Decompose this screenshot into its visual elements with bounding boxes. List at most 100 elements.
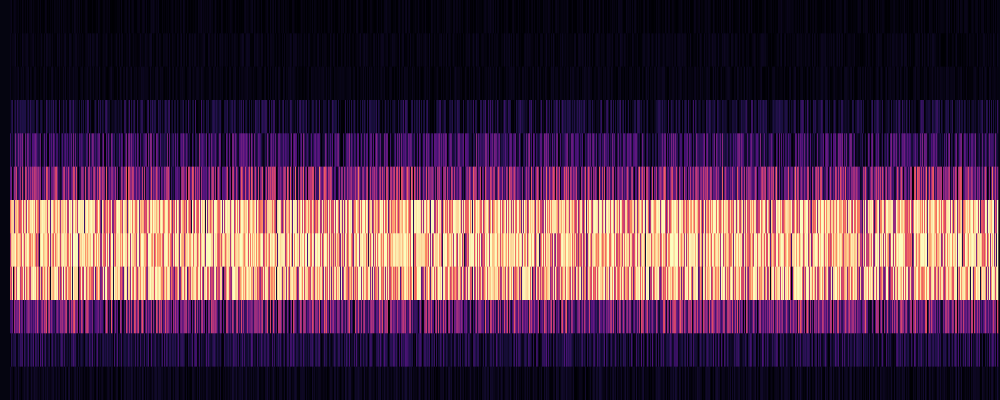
heatmap-cell	[688, 33, 690, 67]
heatmap-cell	[332, 66, 334, 101]
heatmap-cell	[390, 100, 392, 134]
heatmap-cell	[759, 100, 761, 134]
heatmap-cell	[380, 66, 382, 101]
heatmap-cell	[418, 33, 420, 67]
heatmap-cell	[917, 133, 919, 167]
heatmap-cell	[606, 0, 608, 34]
heatmap-cell	[944, 100, 946, 134]
heatmap-cell	[85, 66, 87, 101]
heatmap-cell	[271, 0, 273, 34]
heatmap-cell	[994, 33, 996, 67]
heatmap-cell	[492, 33, 494, 67]
heatmap-cell	[824, 33, 826, 67]
heatmap-cell	[613, 100, 615, 134]
heatmap-cell	[104, 66, 106, 101]
heatmap-cell	[901, 66, 903, 101]
heatmap-cell	[115, 33, 117, 67]
heatmap-cell	[989, 33, 991, 67]
heatmap-cell	[994, 133, 996, 167]
heatmap-cell	[139, 0, 141, 34]
heatmap-cell	[949, 0, 951, 34]
heatmap-cell	[831, 100, 833, 134]
heatmap-cell	[444, 33, 446, 67]
heatmap-cell	[155, 66, 158, 101]
heatmap-cell	[314, 66, 316, 101]
heatmap-cell	[158, 100, 160, 134]
heatmap-cell	[392, 66, 395, 101]
heatmap-cell	[133, 100, 135, 134]
heatmap-cell	[452, 33, 454, 67]
heatmap-cell	[38, 166, 40, 201]
heatmap-cell	[677, 33, 679, 67]
heatmap-cell	[259, 133, 261, 167]
heatmap-cell	[630, 66, 632, 101]
heatmap-cell	[691, 100, 693, 134]
heatmap-cell	[253, 66, 255, 101]
heatmap-cell	[737, 133, 739, 167]
heatmap-cell	[47, 0, 49, 34]
heatmap-cell	[386, 100, 388, 134]
heatmap-cell	[223, 133, 225, 167]
heatmap-cell	[713, 66, 715, 101]
heatmap-cell	[569, 33, 571, 67]
heatmap-cell	[372, 33, 374, 67]
heatmap-cell	[232, 66, 234, 101]
heatmap-cell	[24, 100, 26, 134]
heatmap-cell	[667, 33, 669, 67]
heatmap-cell	[484, 0, 486, 34]
heatmap-cell	[571, 66, 573, 101]
heatmap-cell	[160, 133, 162, 167]
heatmap-cell	[868, 66, 870, 101]
heatmap-cell	[975, 133, 977, 167]
heatmap-cell	[542, 133, 544, 167]
heatmap-cell	[460, 100, 462, 134]
heatmap-cell	[774, 66, 776, 101]
heatmap-cell	[960, 0, 962, 34]
heatmap-cell	[49, 100, 51, 134]
heatmap-cell	[836, 66, 838, 101]
heatmap-cell	[280, 133, 282, 167]
heatmap-cell	[472, 33, 474, 67]
heatmap-cell	[181, 33, 183, 67]
heatmap-cell	[853, 33, 855, 67]
heatmap-cell	[74, 100, 76, 134]
heatmap-cell	[707, 33, 709, 67]
heatmap-cell	[949, 66, 951, 101]
heatmap-cell	[699, 33, 701, 67]
heatmap-cell	[559, 0, 561, 34]
heatmap-cell	[308, 66, 310, 101]
heatmap-cell	[28, 33, 30, 67]
heatmap-cell	[794, 33, 796, 67]
heatmap-cell	[487, 133, 489, 167]
heatmap-cell	[33, 66, 35, 101]
heatmap-cell	[910, 0, 912, 34]
heatmap-cell	[223, 33, 225, 67]
heatmap-cell	[879, 133, 881, 167]
heatmap-cell	[779, 33, 781, 67]
heatmap-cell	[12, 0, 14, 34]
heatmap-cell	[134, 66, 136, 101]
heatmap-cell	[855, 100, 857, 134]
heatmap-cell	[67, 0, 69, 34]
heatmap-cell	[307, 66, 309, 101]
heatmap-cell	[713, 0, 715, 34]
heatmap-cell	[576, 133, 578, 167]
heatmap-cell	[981, 133, 983, 167]
heatmap-cell	[822, 100, 824, 134]
heatmap-cell	[367, 33, 369, 67]
heatmap-cell	[652, 66, 654, 101]
heatmap-cell	[774, 133, 776, 167]
heatmap-cell	[828, 100, 830, 134]
heatmap-cell	[321, 33, 323, 67]
heatmap-cell	[96, 33, 98, 67]
heatmap-cell	[569, 0, 572, 34]
heatmap-cell	[811, 100, 813, 134]
heatmap-cell	[201, 0, 203, 34]
heatmap-cell	[689, 133, 691, 167]
heatmap-cell	[968, 100, 970, 134]
heatmap-cell	[748, 33, 750, 67]
heatmap-cell	[588, 133, 590, 167]
heatmap-cell	[782, 100, 784, 134]
heatmap-cell	[299, 33, 301, 67]
heatmap-cell	[145, 66, 147, 101]
